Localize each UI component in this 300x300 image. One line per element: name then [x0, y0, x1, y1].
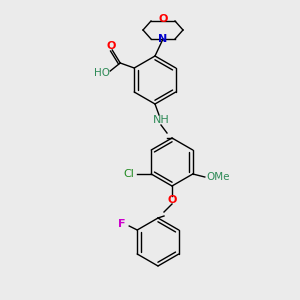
Text: Cl: Cl: [124, 169, 135, 179]
Text: O: O: [106, 41, 116, 51]
Text: O: O: [167, 195, 177, 205]
Text: HO: HO: [94, 68, 110, 78]
Text: O: O: [158, 14, 168, 23]
Text: N: N: [158, 34, 168, 44]
Text: F: F: [118, 219, 126, 229]
Text: NH: NH: [153, 115, 169, 125]
Text: OMe: OMe: [206, 172, 230, 182]
